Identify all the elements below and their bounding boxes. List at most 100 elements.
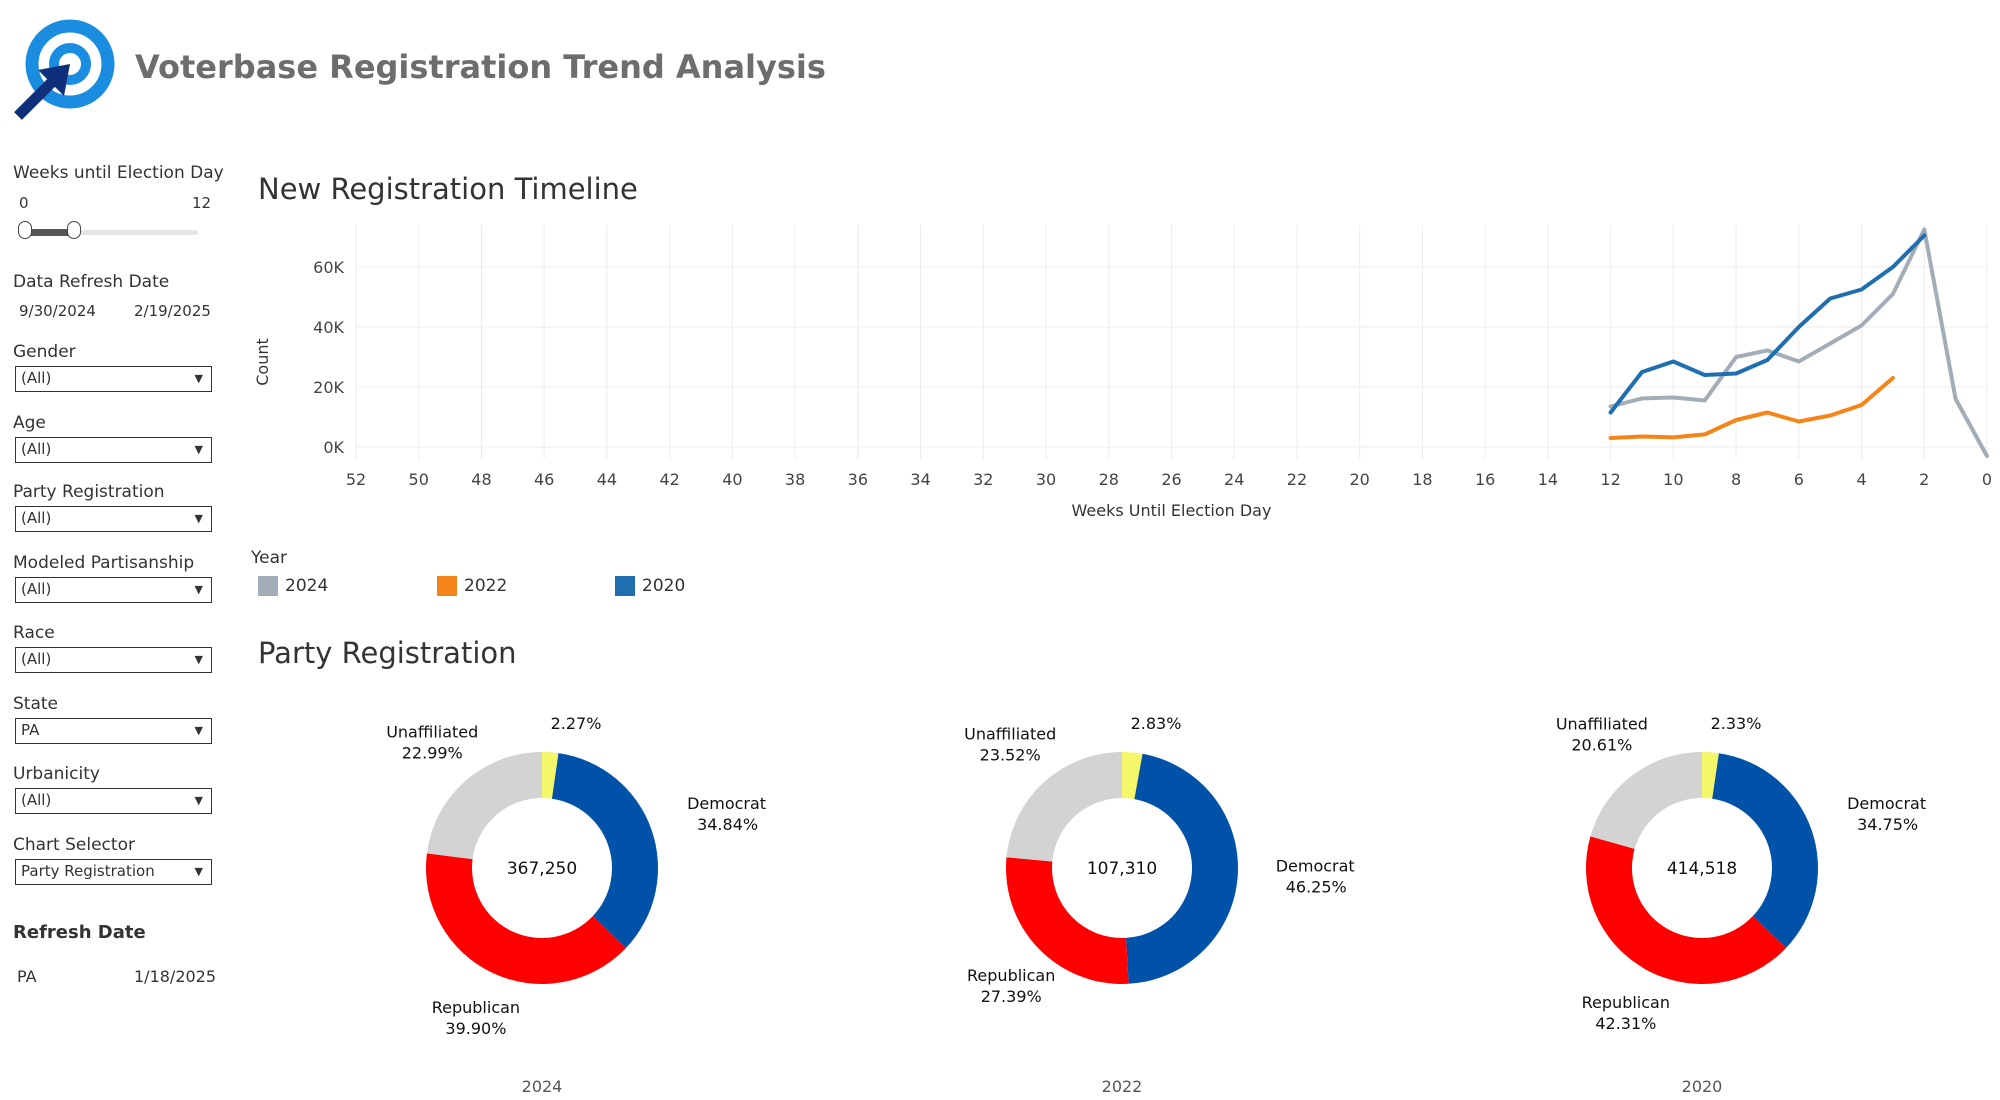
gender-dropdown-value: (All) (21, 369, 52, 387)
x-tick-label: 24 (1224, 470, 1244, 489)
donut-slice-unaffiliated (1006, 752, 1122, 862)
chevron-down-icon: ▼ (194, 653, 203, 666)
partisanship-dropdown-value: (All) (21, 580, 52, 598)
partisanship-dropdown[interactable]: (All) ▼ (15, 577, 212, 603)
x-tick-label: 4 (1856, 470, 1866, 489)
legend-swatch-2022 (437, 576, 457, 596)
x-tick-label: 48 (471, 470, 491, 489)
legend-label-2024: 2024 (285, 576, 329, 596)
slice-percent-label: 39.90% (445, 1019, 506, 1038)
x-tick-label: 22 (1287, 470, 1307, 489)
donut-slice-unaffiliated (1590, 752, 1702, 849)
state-dropdown-value: PA (21, 721, 40, 739)
x-tick-label: 2 (1919, 470, 1929, 489)
legend-swatch-2020 (615, 576, 635, 596)
refresh-range-start: 9/30/2024 (19, 302, 96, 320)
x-tick-label: 44 (597, 470, 617, 489)
slice-name-label: Republican (1582, 993, 1670, 1012)
slice-percent-label: 22.99% (402, 743, 463, 762)
donut-slice-democrat (551, 753, 658, 948)
series-line-2020 (1608, 233, 1927, 415)
slice-percent-label: 42.31% (1595, 1014, 1656, 1033)
y-axis-label: Count (253, 338, 272, 386)
x-tick-label: 32 (973, 470, 993, 489)
refresh-range-label: Data Refresh Date (13, 272, 170, 292)
partisanship-filter-label: Modeled Partisanship (13, 553, 195, 573)
weeks-slider-range (22, 229, 74, 236)
weeks-slider-max-handle[interactable] (67, 221, 81, 239)
slice-percent-label: 2.33% (1711, 714, 1762, 733)
chevron-down-icon: ▼ (194, 443, 203, 456)
weeks-filter-label: Weeks until Election Day (13, 163, 224, 183)
x-tick-label: 38 (785, 470, 805, 489)
slice-name-label: Democrat (1276, 857, 1355, 876)
slice-percent-label: 2.83% (1131, 714, 1182, 733)
x-tick-label: 0 (1982, 470, 1992, 489)
x-tick-label: 50 (409, 470, 429, 489)
y-tick-label: 60K (313, 258, 344, 277)
weeks-slider-min-handle[interactable] (18, 221, 32, 239)
x-tick-label: 18 (1412, 470, 1432, 489)
target-arrow-logo-icon (14, 19, 115, 120)
chevron-down-icon: ▼ (194, 372, 203, 385)
registration-timeline-chart: 52 50 48 46 44 42 40 38 36 34 32 30 28 26 24 22 20 18 16 14… (253, 225, 1992, 520)
state-dropdown[interactable]: PA ▼ (15, 718, 212, 744)
donut-slice-republican (1006, 857, 1129, 984)
chart-selector-label: Chart Selector (13, 835, 135, 855)
y-tick-label: 40K (313, 318, 344, 337)
donut-total-label: 414,518 (1667, 859, 1737, 879)
legend-swatch-2024 (258, 576, 278, 596)
donut-slice-democrat (1712, 753, 1818, 948)
donut-chart-2024: Other 2.27% Democrat 34.84% Republican 39.90%… (386, 710, 766, 1096)
y-tick-label: 0K (323, 438, 344, 457)
donut-total-label: 367,250 (507, 859, 577, 879)
slice-name-label: Other (553, 710, 599, 712)
donut-slice-democrat (1126, 753, 1239, 984)
x-tick-label: 20 (1350, 470, 1370, 489)
age-dropdown[interactable]: (All) ▼ (15, 437, 212, 463)
x-tick-label: 34 (910, 470, 930, 489)
chevron-down-icon: ▼ (194, 794, 203, 807)
chart-selector-dropdown[interactable]: Party Registration ▼ (15, 859, 212, 885)
slice-name-label: Republican (432, 998, 520, 1017)
series-line-2024 (1608, 227, 1989, 458)
x-tick-label: 42 (659, 470, 679, 489)
donut-chart-2020: Other 2.33% Democrat 34.75% Republican 42.31%… (1556, 710, 1926, 1096)
party-dropdown-value: (All) (21, 509, 52, 527)
x-tick-label: 6 (1794, 470, 1804, 489)
donut-slice-other (1702, 752, 1719, 799)
slice-name-label: Other (1713, 710, 1759, 712)
refresh-date-value: 1/18/2025 (134, 967, 217, 986)
refresh-date-title: Refresh Date (13, 922, 146, 943)
slice-name-label: Republican (967, 966, 1055, 985)
x-tick-label: 52 (346, 470, 366, 489)
x-tick-label: 12 (1600, 470, 1620, 489)
donut-slice-unaffiliated (426, 752, 542, 860)
chevron-down-icon: ▼ (194, 724, 203, 737)
x-tick-label: 30 (1036, 470, 1056, 489)
x-tick-label: 40 (722, 470, 742, 489)
x-tick-label: 16 (1475, 470, 1495, 489)
weeks-slider-track[interactable] (20, 230, 198, 235)
y-tick-label: 20K (313, 378, 344, 397)
state-filter-label: State (13, 694, 58, 714)
urbanicity-filter-label: Urbanicity (13, 764, 100, 784)
slice-name-label: Democrat (687, 794, 766, 813)
x-tick-label: 46 (534, 470, 554, 489)
donut-chart-2022: Other 2.83% Democrat 46.25% Republican 27.39%… (964, 710, 1355, 1096)
refresh-state: PA (17, 967, 37, 986)
series-line-2022 (1608, 376, 1895, 440)
party-dropdown[interactable]: (All) ▼ (15, 506, 212, 532)
x-tick-label: 26 (1161, 470, 1181, 489)
donut-slice-republican (425, 853, 627, 984)
party-registration-title: Party Registration (258, 636, 517, 670)
slice-percent-label: 23.52% (980, 745, 1041, 764)
urbanicity-dropdown[interactable]: (All) ▼ (15, 788, 212, 814)
slice-name-label: Unaffiliated (964, 724, 1056, 743)
gender-dropdown[interactable]: (All) ▼ (15, 366, 212, 392)
x-tick-label: 36 (848, 470, 868, 489)
x-tick-label: 8 (1731, 470, 1741, 489)
slice-percent-label: 34.84% (697, 815, 758, 834)
slice-name-label: Other (1133, 710, 1179, 712)
race-dropdown[interactable]: (All) ▼ (15, 647, 212, 673)
